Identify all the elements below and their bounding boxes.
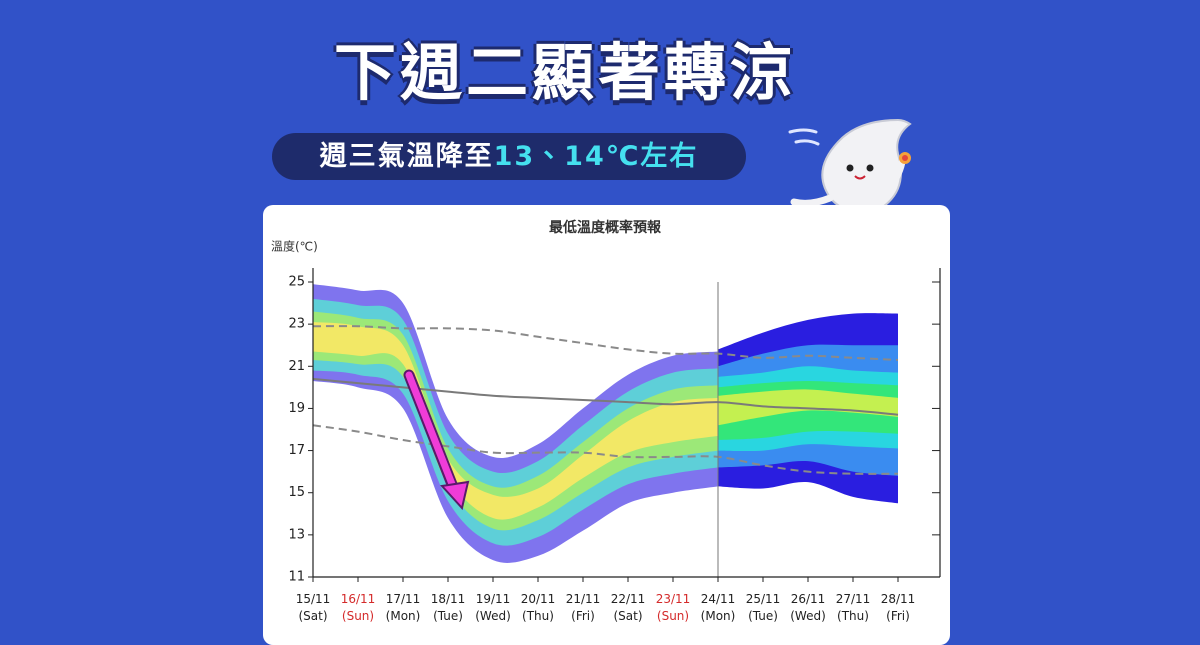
trend-arrow-head (440, 480, 470, 511)
x-tick-label: 18/11 (431, 592, 466, 606)
forecast-line (312, 377, 899, 416)
x-tick-weekday: (Tue) (433, 609, 463, 623)
x-tick-weekday: (Sun) (657, 609, 689, 623)
probability-band (718, 389, 898, 426)
y-tick-label: 17 (288, 443, 305, 458)
subtitle-highlight: 13、14℃左右 (493, 141, 699, 172)
x-tick-weekday: (Mon) (701, 609, 736, 623)
x-tick-label: 16/11 (341, 592, 376, 606)
x-tick-weekday: (Mon) (386, 609, 421, 623)
chart-title: 最低溫度概率預報 (549, 219, 662, 236)
x-tick-label: 15/11 (296, 592, 331, 606)
y-tick-label: 25 (288, 275, 305, 290)
forecast-line (312, 424, 899, 475)
headline: 下週二顯著轉涼 (333, 36, 796, 109)
forecast-line (312, 325, 899, 361)
y-tick-label: 15 (288, 485, 305, 500)
probability-band (313, 311, 718, 531)
x-tick-label: 24/11 (701, 592, 736, 606)
y-axis-label: 溫度(℃) (271, 239, 318, 254)
subtitle-pill: 週三氣溫降至13、14℃左右 (272, 133, 746, 180)
x-tick-weekday: (Tue) (748, 609, 778, 623)
x-tick-weekday: (Wed) (790, 609, 826, 623)
y-tick-label: 11 (288, 570, 305, 585)
x-tick-weekday: (Fri) (571, 609, 595, 623)
overlay (403, 369, 470, 511)
x-tick-label: 20/11 (521, 592, 556, 606)
chart: 最低溫度概率預報 溫度(℃) 11 13 15 17 19 21 23 25 15/11 (Sat… (271, 219, 941, 623)
x-tick-weekday: (Thu) (837, 609, 869, 623)
y-tick-label: 23 (288, 317, 305, 332)
x-tick-weekday: (Sat) (613, 609, 642, 623)
x-tick-label: 22/11 (611, 592, 646, 606)
x-tick-weekday: (Thu) (522, 609, 554, 623)
x-tick-weekday: (Sat) (298, 609, 327, 623)
x-tick-label: 19/11 (476, 592, 511, 606)
mascot (788, 118, 912, 226)
x-tick-label: 17/11 (386, 592, 421, 606)
x-tick-weekday: (Sun) (342, 609, 374, 623)
x-tick-label: 26/11 (791, 592, 826, 606)
x-tick-weekday: (Wed) (475, 609, 511, 623)
x-tick-label: 23/11 (656, 592, 691, 606)
subtitle: 週三氣溫降至 (319, 141, 494, 172)
y-tick-label: 13 (288, 527, 305, 542)
y-tick-label: 19 (288, 401, 305, 416)
probability-band (313, 322, 718, 520)
plot-area: 11 13 15 17 19 21 23 25 15/11 (Sat) 16/11 (Sun) 17/1… (288, 268, 941, 623)
x-tick-weekday: (Fri) (886, 609, 910, 623)
trend-arrow (405, 371, 456, 488)
x-tick-label: 28/11 (881, 592, 916, 606)
x-tick-label: 21/11 (566, 592, 601, 606)
page: 下週二顯著轉涼 週三氣溫降至13、14℃左右 最低溫度概率預報 溫度(℃) 11… (263, 36, 950, 645)
y-tick-label: 21 (288, 359, 305, 374)
x-tick-label: 25/11 (746, 592, 781, 606)
x-tick-label: 27/11 (836, 592, 871, 606)
